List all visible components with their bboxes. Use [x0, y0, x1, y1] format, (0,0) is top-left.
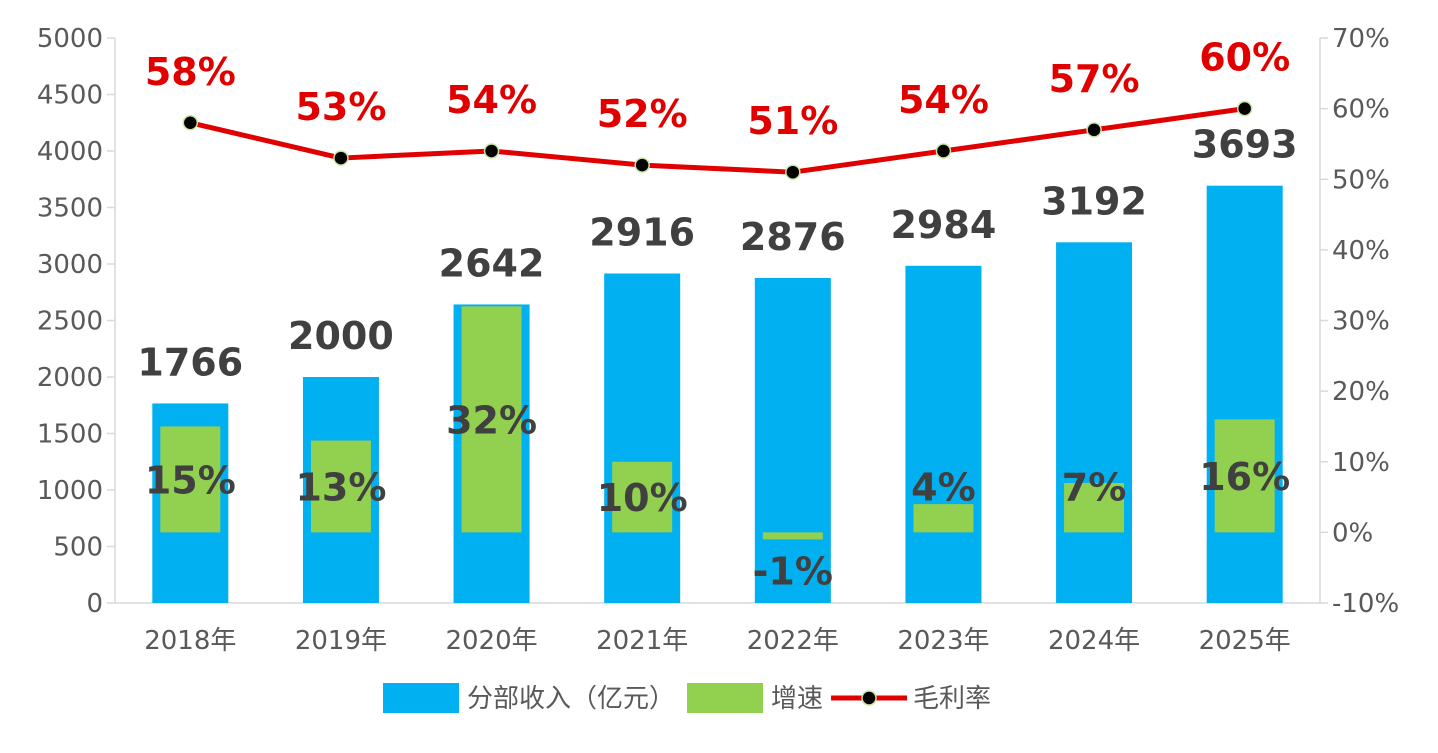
growth-value-label: 16%: [1199, 455, 1290, 499]
right-tick-label: 50%: [1332, 165, 1390, 195]
growth-value-label: 7%: [1062, 465, 1127, 509]
growth-bar: [160, 426, 221, 533]
legend-label-margin: 毛利率: [913, 684, 991, 714]
left-tick-label: 4500: [37, 81, 103, 111]
growth-bar: [1214, 419, 1275, 533]
growth-bar: [612, 461, 673, 533]
margin-point: [1086, 122, 1102, 138]
left-tick-label: 0: [86, 589, 103, 619]
margin-point: [333, 150, 349, 166]
growth-bar: [762, 532, 823, 540]
x-tick-label: 2025年: [1199, 626, 1291, 656]
right-tick-label: 30%: [1332, 307, 1390, 337]
x-tick-label: 2021年: [596, 626, 688, 656]
legend-label-revenue: 分部收入（亿元）: [467, 684, 675, 714]
legend-swatch-growth: [687, 683, 764, 713]
revenue-bar: [905, 265, 982, 603]
growth-bar: [461, 306, 522, 533]
right-tick-label: 70%: [1332, 24, 1390, 54]
growth-value-label: 4%: [911, 465, 976, 509]
right-tick-label: 0%: [1332, 518, 1373, 548]
left-tick-label: 2000: [37, 363, 103, 393]
left-tick-label: 1000: [37, 476, 103, 506]
left-tick-label: 2500: [37, 307, 103, 337]
x-tick-label: 2020年: [445, 626, 537, 656]
right-tick-label: 10%: [1332, 448, 1390, 478]
right-tick-label: -10%: [1332, 589, 1399, 619]
bars: [152, 185, 1283, 604]
growth-bar: [1064, 482, 1125, 533]
margin-point: [182, 115, 199, 131]
legend-swatch-margin-marker: [861, 690, 877, 706]
margin-value-label: 52%: [597, 92, 688, 136]
x-tick-label: 2019年: [295, 626, 387, 656]
revenue-bar: [1056, 242, 1133, 603]
margin-value-label: 54%: [898, 78, 989, 122]
revenue-value-label: 1766: [137, 340, 243, 384]
margin-line: [182, 100, 1253, 180]
revenue-value-label: 2876: [740, 215, 846, 259]
axes: 0 500 1000 1500 2000 2500 3000 3500 4000 4500 5000…: [37, 24, 1399, 656]
growth-bar: [310, 440, 371, 533]
revenue-value-label: 3693: [1192, 123, 1298, 167]
left-tick-label: 5000: [37, 24, 103, 54]
margin-value-label: 51%: [747, 99, 838, 143]
left-tick-label: 4000: [37, 137, 103, 167]
margin-point: [935, 143, 952, 159]
left-tick-label: 3000: [37, 250, 103, 280]
legend-label-growth: 增速: [771, 684, 823, 714]
left-tick-label: 3500: [37, 194, 103, 224]
margin-point: [785, 164, 801, 180]
revenue-value-label: 2984: [891, 203, 997, 247]
revenue-value-label: 2916: [589, 210, 695, 254]
revenue-bar: [604, 273, 681, 603]
right-tick-label: 60%: [1332, 95, 1390, 125]
revenue-value-label: 2000: [288, 314, 394, 358]
margin-point: [483, 143, 500, 159]
margin-point: [1236, 100, 1253, 117]
growth-value-label: 15%: [145, 458, 236, 502]
right-tick-label: 40%: [1332, 236, 1390, 266]
data-labels: 1766 2000 2642 2916 2876 2984 3192 3693 15% 13% 32…: [137, 36, 1297, 594]
margin-value-label: 60%: [1199, 36, 1290, 80]
right-tick-label: 20%: [1332, 377, 1390, 407]
x-tick-label: 2022年: [747, 626, 839, 656]
legend-swatch-revenue: [383, 683, 459, 713]
margin-line-path: [189, 106, 1246, 175]
growth-value-label: 13%: [295, 465, 386, 509]
margin-point: [634, 157, 650, 173]
growth-bar: [913, 504, 974, 533]
margin-value-label: 54%: [446, 78, 537, 122]
margin-value-label: 57%: [1049, 57, 1140, 101]
x-tick-label: 2023年: [897, 626, 989, 656]
legend: 分部收入（亿元） 增速 毛利率: [383, 683, 991, 714]
x-tick-label: 2018年: [144, 626, 236, 656]
revenue-value-label: 3192: [1041, 179, 1147, 223]
left-tick-label: 1500: [37, 420, 103, 450]
x-tick-label: 2024年: [1048, 626, 1140, 656]
margin-value-label: 53%: [295, 85, 386, 129]
growth-value-label: 10%: [597, 476, 688, 520]
left-tick-label: 500: [53, 533, 103, 563]
margin-value-label: 58%: [145, 50, 236, 94]
growth-value-label: 32%: [446, 398, 537, 442]
revenue-bar: [754, 278, 831, 603]
growth-value-label: -1%: [753, 549, 833, 593]
revenue-value-label: 2642: [439, 241, 545, 285]
revenue-bar: [1206, 185, 1283, 604]
